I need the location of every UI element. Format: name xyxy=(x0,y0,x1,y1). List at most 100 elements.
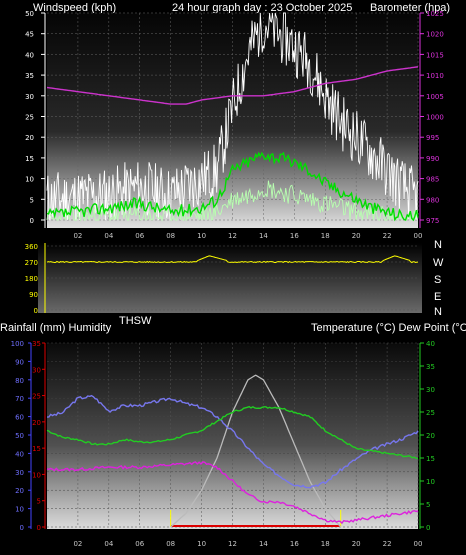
top-x-tick-label-2: 06 xyxy=(135,232,144,240)
barometer-tick-label-1: 980 xyxy=(426,196,439,204)
direction-ticks: 0 90 180 270 360 xyxy=(25,243,38,315)
rain-tick-label-1: 5 xyxy=(37,498,41,506)
temperature-dewpoint-title: Temperature (°C) Dew Point (°C) xyxy=(311,322,466,334)
bottom-x-tick-label-7: 16 xyxy=(290,540,299,548)
rain-tick-label-6: 30 xyxy=(32,366,41,374)
barometer-tick-label-10: 1025 xyxy=(426,10,444,18)
windspeed-tick-label-8: 40 xyxy=(25,51,34,59)
top-marks xyxy=(46,12,419,222)
direction-tick-label-2: 180 xyxy=(25,275,38,283)
barometer-axis-title: Barometer (hpa) xyxy=(370,2,450,14)
bottom-x-tick-label-3: 08 xyxy=(166,540,175,548)
bottom-x-tick-label-11: 00 xyxy=(414,540,423,548)
wind-average-line xyxy=(46,151,419,222)
dewpoint-line xyxy=(46,461,419,525)
rain-tick-label-4: 20 xyxy=(32,419,41,427)
barometer-line xyxy=(46,66,419,105)
top-x-tick-label-9: 20 xyxy=(352,232,361,240)
humidity-tick-label-10: 100 xyxy=(11,340,24,348)
top-ticks: 0510152025303540455097598098599099510001… xyxy=(25,10,444,240)
bottom-marks xyxy=(46,374,419,528)
temperature-tick-label-7: 35 xyxy=(426,363,435,371)
direction-plot-background xyxy=(38,243,422,313)
direction-tick-label-0: 0 xyxy=(34,307,38,315)
wind-direction-line xyxy=(46,255,419,264)
wind-low-line xyxy=(46,180,419,222)
bottom-x-tick-label-10: 22 xyxy=(383,540,392,548)
humidity-tick-label-0: 0 xyxy=(20,524,24,532)
temperature-line xyxy=(46,405,419,460)
top-x-tick-label-7: 16 xyxy=(290,232,299,240)
bottom-x-tick-label-8: 18 xyxy=(321,540,330,548)
rain-tick-label-0: 0 xyxy=(37,524,41,532)
humidity-tick-label-5: 50 xyxy=(15,432,24,440)
top-x-tick-label-6: 14 xyxy=(259,232,268,240)
compass-label-w: W xyxy=(433,257,444,269)
windspeed-tick-label-9: 45 xyxy=(25,31,34,39)
bottom-x-tick-label-5: 12 xyxy=(228,540,237,548)
barometer-tick-label-8: 1015 xyxy=(426,51,444,59)
rain-tick-label-7: 35 xyxy=(32,340,41,348)
rain-humidity-temperature-panel: 0 10 20 30 40 50 60 70 80 90 10 00 5 10 15 20 25 30 35 0 5 10… xyxy=(11,340,435,548)
direction-tick-label-3: 270 xyxy=(25,259,38,267)
humidity-tick-label-6: 60 xyxy=(15,414,24,422)
barometer-tick-label-2: 985 xyxy=(426,176,439,184)
temperature-tick-label-4: 20 xyxy=(426,432,435,440)
windspeed-tick-label-3: 15 xyxy=(25,155,34,163)
temperature-tick-label-1: 5 xyxy=(426,501,430,509)
temperature-tick-label-6: 30 xyxy=(426,386,435,394)
temperature-tick-label-8: 40 xyxy=(426,340,435,348)
thsw-label: THSW xyxy=(119,315,152,327)
top-x-tick-label-4: 10 xyxy=(197,232,206,240)
top-x-tick-label-0: 02 xyxy=(73,232,82,240)
barometer-tick-label-6: 1005 xyxy=(426,93,444,101)
direction-tick-label-4: 360 xyxy=(25,243,38,251)
wind-gust-line xyxy=(46,12,419,221)
bottom-x-tick-label-6: 14 xyxy=(259,540,268,548)
windspeed-tick-label-1: 5 xyxy=(30,196,34,204)
barometer-tick-label-4: 995 xyxy=(426,134,439,142)
barometer-tick-label-0: 975 xyxy=(426,217,439,225)
windspeed-tick-label-6: 30 xyxy=(25,93,34,101)
chart-title: 24 hour graph day : 23 October 2025 xyxy=(172,2,352,14)
humidity-tick-label-2: 20 xyxy=(15,487,24,495)
humidity-tick-label-8: 80 xyxy=(15,377,24,385)
bottom-x-tick-label-0: 02 xyxy=(73,540,82,548)
humidity-tick-label-7: 70 xyxy=(15,395,24,403)
rainfall-humidity-title: Rainfall (mm) Humidity xyxy=(0,322,112,334)
compass-label-n-bottom: N xyxy=(434,306,442,318)
windspeed-tick-label-5: 25 xyxy=(25,114,34,122)
humidity-tick-label-1: 10 xyxy=(15,506,24,514)
windspeed-tick-label-2: 10 xyxy=(25,176,34,184)
direction-tick-label-1: 90 xyxy=(29,291,38,299)
top-x-tick-label-5: 12 xyxy=(228,232,237,240)
compass-label-e: E xyxy=(434,291,441,303)
compass-label-n-top: N xyxy=(434,239,442,251)
humidity-tick-label-4: 40 xyxy=(15,450,24,458)
humidity-tick-label-9: 90 xyxy=(15,358,24,366)
barometer-tick-label-5: 1000 xyxy=(426,114,444,122)
wind-direction-panel: 0 90 180 270 360 N W S E N xyxy=(25,239,444,318)
barometer-tick-label-9: 1020 xyxy=(426,31,444,39)
bottom-x-tick-label-9: 20 xyxy=(352,540,361,548)
rain-tick-label-2: 10 xyxy=(32,471,41,479)
temperature-tick-label-3: 15 xyxy=(426,455,435,463)
rain-tick-label-3: 15 xyxy=(32,445,41,453)
humidity-line xyxy=(46,394,419,489)
compass-label-s: S xyxy=(434,274,441,286)
windspeed-tick-label-0: 0 xyxy=(30,217,34,225)
temperature-tick-label-5: 25 xyxy=(426,409,435,417)
bottom-ticks: 0 10 20 30 40 50 60 70 80 90 10 00 5 10 15 20 25 30 35 0 5 10… xyxy=(11,340,435,548)
temperature-tick-label-2: 10 xyxy=(426,478,435,486)
bottom-x-tick-label-2: 06 xyxy=(135,540,144,548)
direction-marks xyxy=(46,255,419,264)
windspeed-tick-label-7: 35 xyxy=(25,72,34,80)
windspeed-tick-label-4: 20 xyxy=(25,134,34,142)
humidity-tick-label-3: 30 xyxy=(15,469,24,477)
top-x-tick-label-10: 22 xyxy=(383,232,392,240)
bottom-x-tick-label-1: 04 xyxy=(104,540,113,548)
top-x-tick-label-11: 00 xyxy=(414,232,423,240)
top-x-tick-label-3: 08 xyxy=(166,232,175,240)
barometer-tick-label-3: 990 xyxy=(426,155,439,163)
